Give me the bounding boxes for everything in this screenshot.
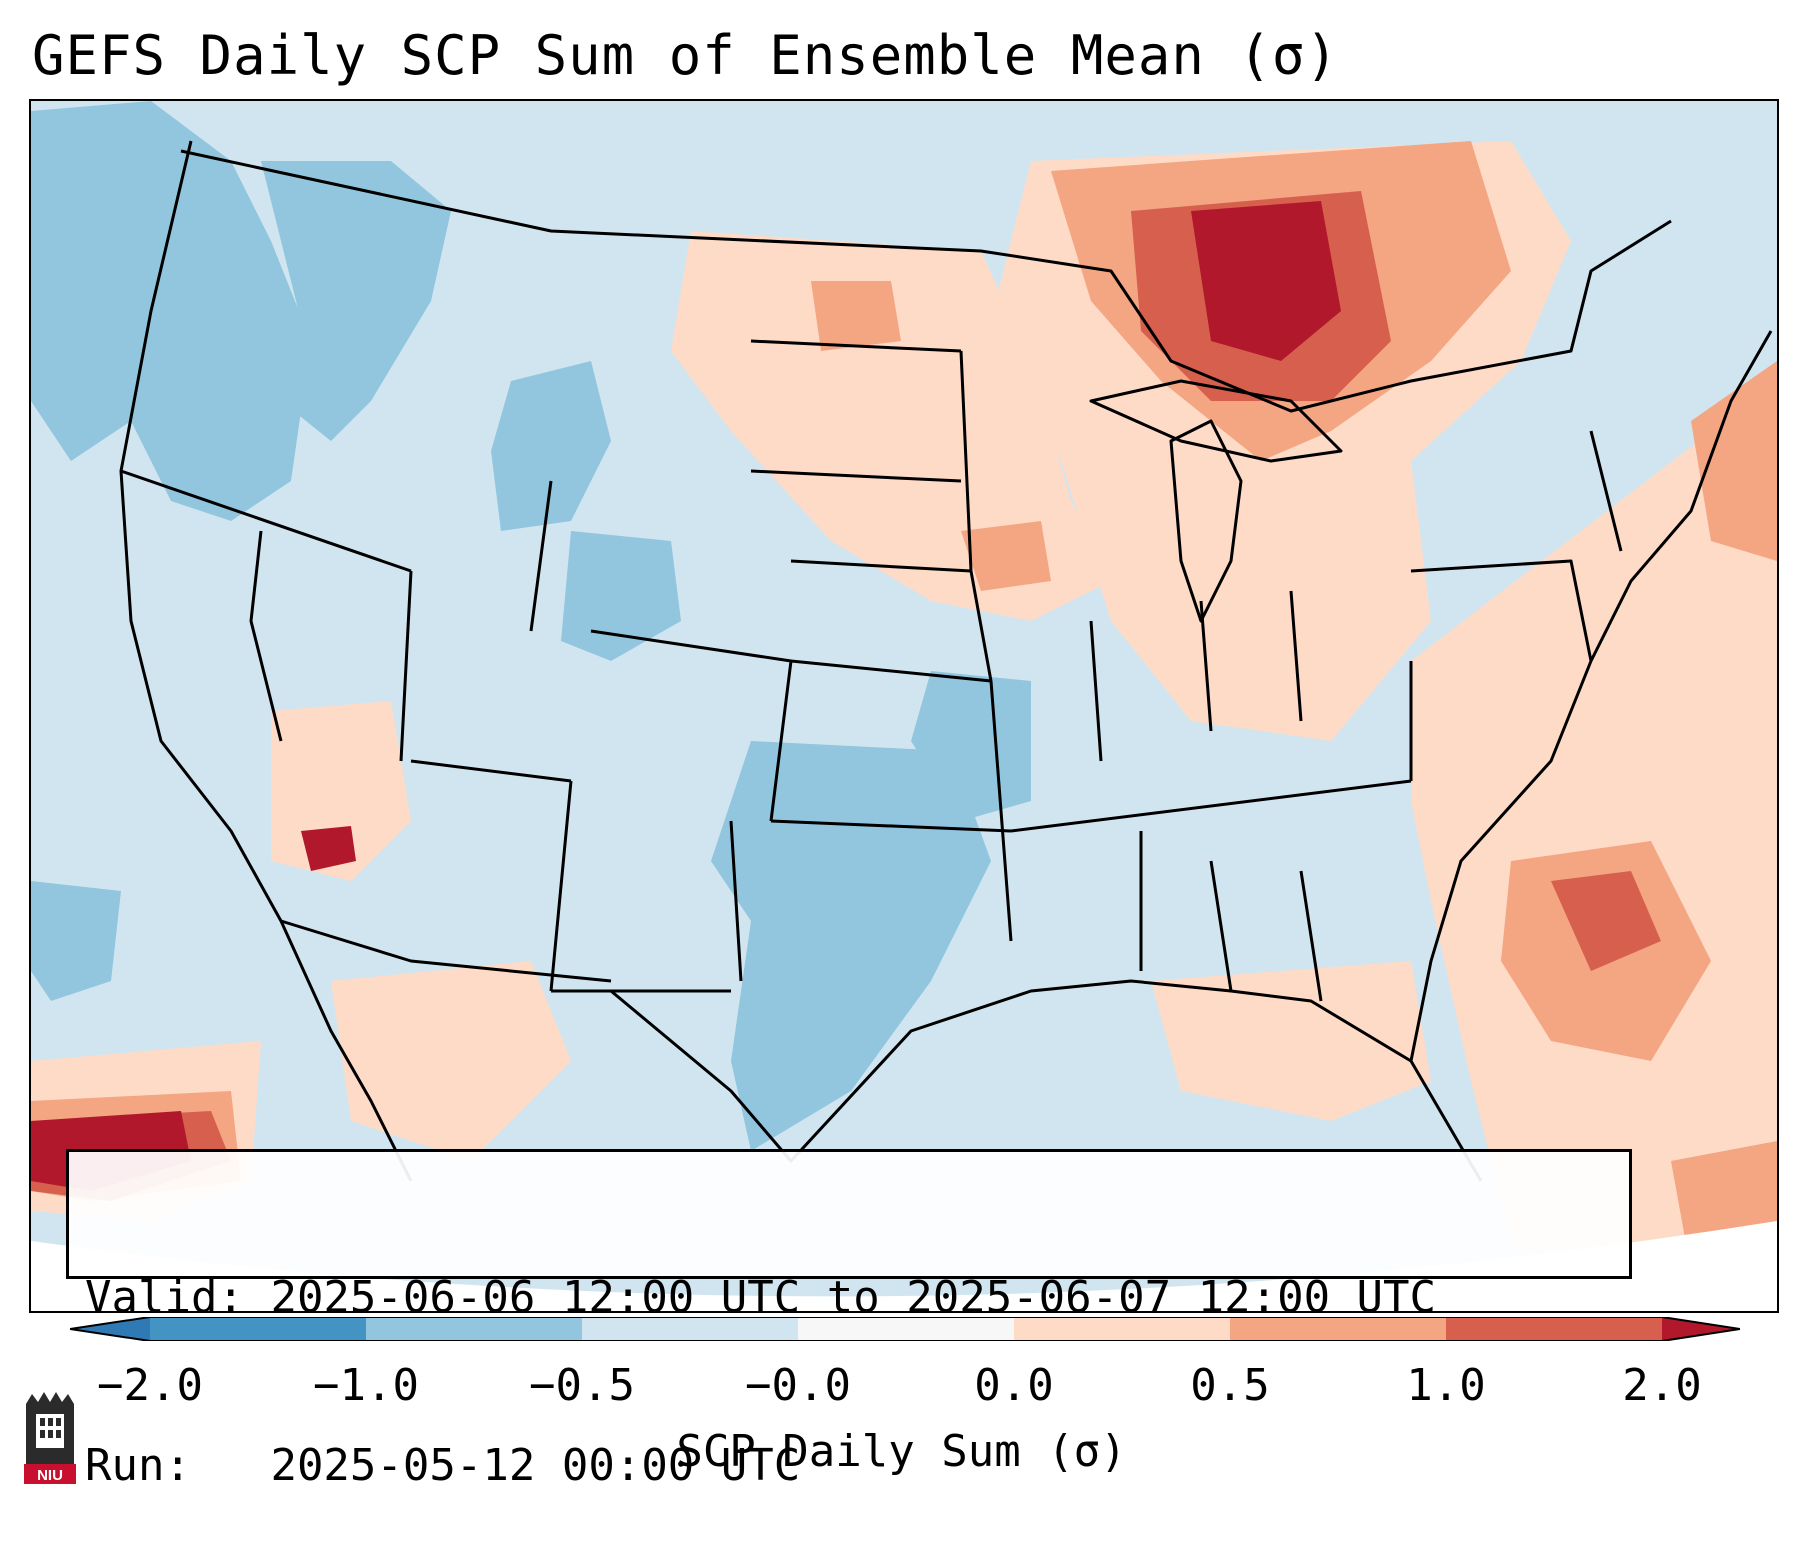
iowa-salmon — [961, 521, 1051, 591]
lake-michigan-outline — [1169, 419, 1243, 623]
colorbar — [70, 1317, 1740, 1341]
colorado-blue-region — [561, 531, 681, 661]
colorbar-bin-2 — [366, 1317, 582, 1341]
colorbar-bin-4 — [798, 1317, 1014, 1341]
logo-text: NIU — [37, 1467, 63, 1484]
mexico-pink — [331, 961, 571, 1161]
pacific-nw-blue-region — [31, 101, 311, 521]
colorbar-tick-label: 0.5 — [1190, 1360, 1270, 1411]
projection-edge-mask — [31, 1221, 1777, 1311]
colorbar-tick-label: 0.0 — [974, 1360, 1054, 1411]
valid-run-info-box: Valid: 2025-06-06 12:00 UTC to 2025-06-0… — [66, 1149, 1632, 1491]
boundaries — [119, 140, 1773, 1182]
state-lines-east — [1010, 430, 1623, 1002]
colorbar-tick-label: −0.5 — [529, 1360, 635, 1411]
lake-superior-outline — [1089, 379, 1343, 463]
valid-label: Valid: — [85, 1272, 244, 1323]
colorbar-bin-1 — [150, 1317, 366, 1341]
atlantic-pink — [1411, 381, 1777, 1311]
mexico-border — [280, 919, 612, 983]
colorbar-extend-low — [70, 1317, 150, 1341]
run-row: Run: 2025-05-12 00:00 UTC — [85, 1438, 1613, 1494]
ontario-dark-red — [1191, 201, 1341, 361]
chart-title: GEFS Daily SCP Sum of Ensemble Mean (σ) — [32, 24, 1339, 87]
map-svg — [31, 101, 1777, 1311]
colorbar-bin-5 — [1014, 1317, 1230, 1341]
colorbar-bin-7 — [1446, 1317, 1662, 1341]
run-value: 2025-05-12 00:00 UTC — [270, 1440, 801, 1491]
map-panel — [29, 99, 1779, 1313]
colorbar-tick-label: −0.0 — [745, 1360, 851, 1411]
valid-value: 2025-06-06 12:00 UTC to 2025-06-07 12:00… — [270, 1272, 1437, 1323]
colorbar-bin-6 — [1230, 1317, 1446, 1341]
pacific-sw-blue-region — [31, 881, 121, 1001]
colorbar-extend-high — [1662, 1317, 1740, 1341]
colorbar-tick-label: 1.0 — [1406, 1360, 1486, 1411]
colorbar-tick-label: 2.0 — [1622, 1360, 1702, 1411]
colorbar-tick-label: −2.0 — [97, 1360, 203, 1411]
idaho-blue-region — [261, 161, 451, 441]
niu-logo-icon: NIU — [24, 1392, 76, 1484]
colorbar-label: SCP Daily Sum (σ) — [676, 1426, 1127, 1477]
negative-anomaly-regions — [31, 101, 1031, 1151]
atlantic-red-core — [1551, 871, 1661, 971]
us-canada-border — [180, 149, 1672, 413]
north-dakota-salmon — [811, 281, 901, 351]
east-atlantic-salmon — [1691, 361, 1777, 561]
wyoming-blue-region — [491, 361, 611, 531]
gulf-pink — [1151, 961, 1431, 1121]
valid-row: Valid: 2025-06-06 12:00 UTC to 2025-06-0… — [85, 1270, 1613, 1326]
west-coast-outline — [119, 140, 413, 1182]
oklahoma-blue-region — [911, 671, 1031, 821]
state-lines-central — [750, 339, 1013, 942]
texas-blue-region — [711, 741, 991, 1151]
colorbar-tick-label: −1.0 — [313, 1360, 419, 1411]
gulf-coast-outline — [610, 979, 1483, 1182]
run-label: Run: — [85, 1440, 191, 1491]
colorbar-bin-3 — [582, 1317, 798, 1341]
southern-california-dark-red — [301, 826, 356, 871]
